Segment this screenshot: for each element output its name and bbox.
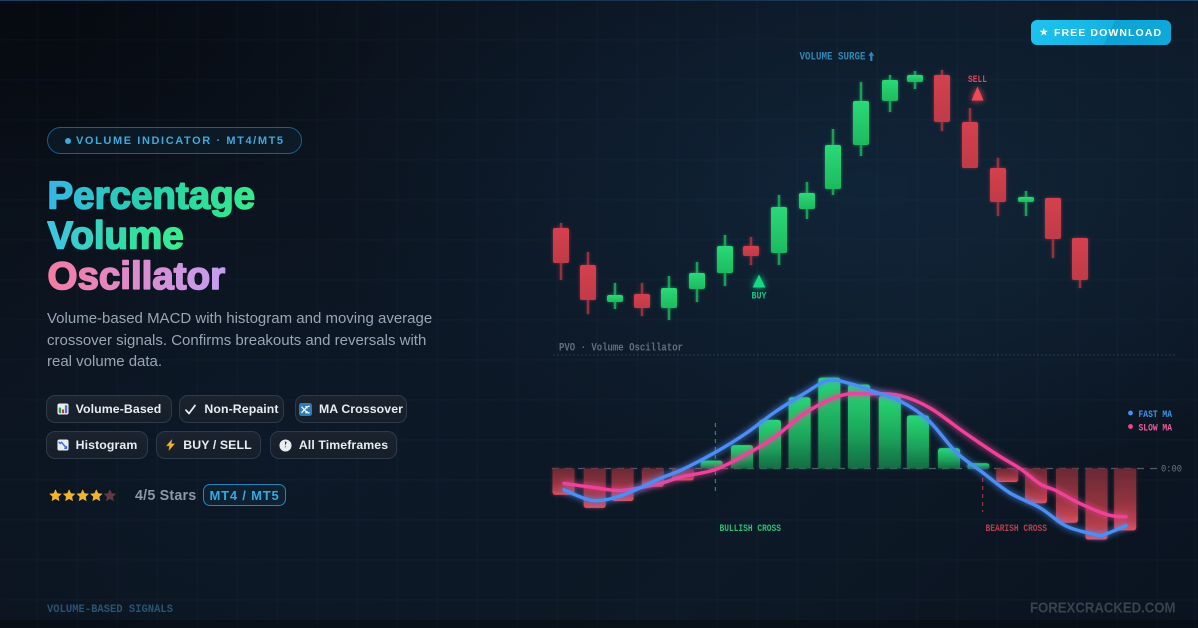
- svg-text:Percentage: Percentage: [48, 174, 256, 217]
- svg-text:FOREXCRACKED.COM: FOREXCRACKED.COM: [1030, 600, 1176, 617]
- svg-text:SELL: SELL: [968, 75, 987, 86]
- svg-text:BEARISH CROSS: BEARISH CROSS: [986, 523, 1048, 535]
- svg-text:SLOW MA: SLOW MA: [1139, 423, 1173, 435]
- svg-text:Volume: Volume: [48, 215, 184, 258]
- svg-text:0:00: 0:00: [1161, 465, 1182, 476]
- svg-text:VOLUME-BASED SIGNALS: VOLUME-BASED SIGNALS: [47, 604, 173, 616]
- svg-text:BULLISH CROSS: BULLISH CROSS: [720, 523, 782, 535]
- svg-text:Oscillator: Oscillator: [48, 255, 226, 298]
- svg-text:BUY: BUY: [752, 292, 767, 303]
- svg-text:FAST MA: FAST MA: [1139, 409, 1173, 421]
- svg-text:VOLUME SURGE: VOLUME SURGE: [800, 52, 866, 64]
- svg-text:PVO · Volume Oscillator: PVO · Volume Oscillator: [559, 343, 683, 355]
